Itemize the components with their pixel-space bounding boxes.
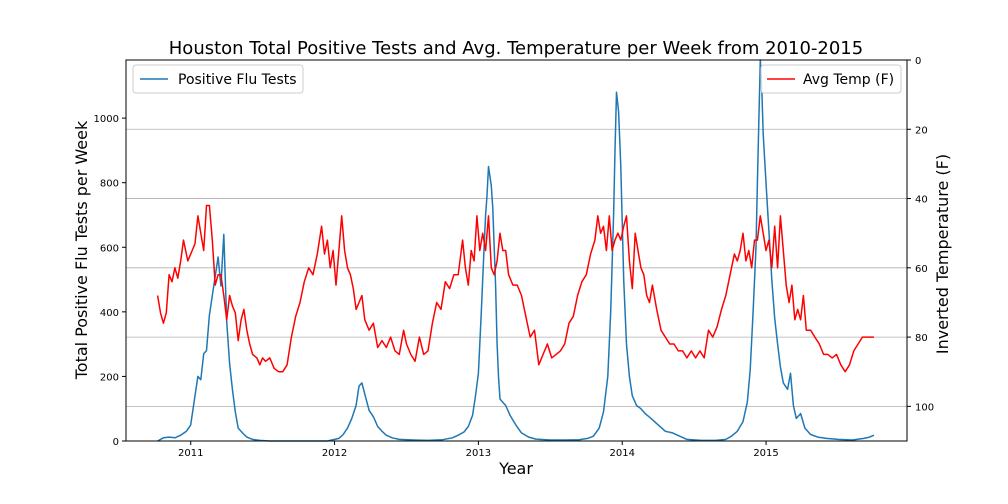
avg-temp-line [156,204,874,373]
y-axis-left-title: Total Positive Flu Tests per Week [72,120,91,380]
chart-title: Houston Total Positive Tests and Avg. Te… [169,38,863,59]
y-right-tick-label: 60 [915,264,928,275]
x-axis: 2011 2012 2013 2014 2015 [178,441,779,459]
y-axis-left: 0 200 400 600 800 1000 [94,114,126,448]
y-right-tick-label: 20 [915,125,928,136]
y-left-tick-label: 0 [113,437,119,448]
y-right-tick-label: 0 [915,56,921,67]
x-axis-title: Year [498,459,533,478]
y-axis-right: 0 20 40 60 80 100 [907,56,934,413]
x-tick-label: 2011 [178,448,203,459]
y-left-tick-label: 200 [100,372,119,383]
grid-lines [126,128,907,407]
legend-left-box [132,64,304,94]
y-left-tick-label: 1000 [94,114,119,125]
y-right-tick-label: 80 [915,333,928,344]
legend-left: Positive Flu Tests [132,64,304,94]
y-left-tick-label: 400 [100,308,119,319]
x-tick-label: 2015 [753,448,778,459]
y-left-tick-label: 800 [100,179,119,190]
legend-right-box [760,64,902,94]
y-right-tick-label: 100 [915,402,934,413]
legend-right-label: Avg Temp (F) [803,72,894,88]
plot-frame [125,59,908,442]
x-tick-label: 2013 [466,448,491,459]
y-left-tick-label: 600 [100,243,119,254]
y-right-tick-label: 40 [915,195,928,206]
y-axis-right-title: Inverted Temperature (F) [933,154,952,354]
flu-tests-line [157,59,875,442]
plot-series [156,59,875,442]
legend-right: Avg Temp (F) [760,64,902,94]
x-tick-label: 2012 [322,448,347,459]
legend-left-label: Positive Flu Tests [178,72,297,88]
x-tick-label: 2014 [609,448,634,459]
